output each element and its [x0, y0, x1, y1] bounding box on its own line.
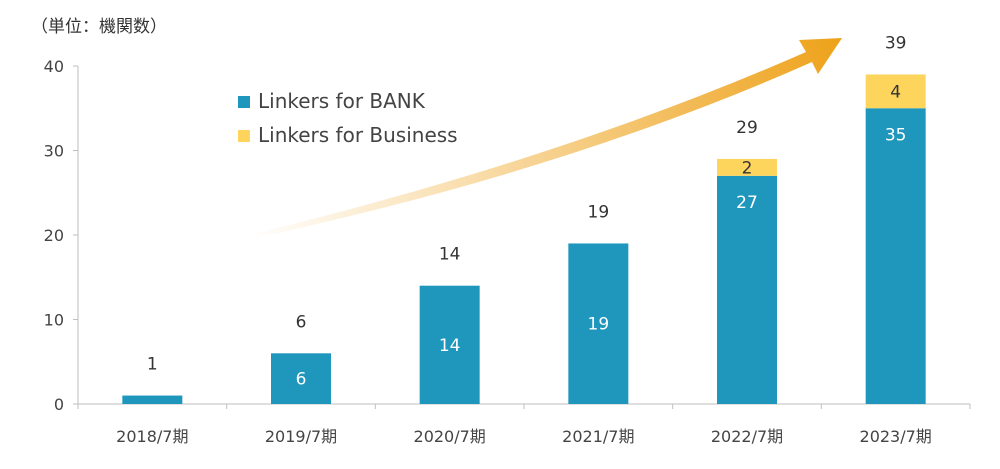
bar-linkers-for-bank: [568, 243, 629, 404]
y-tick-label: 10: [44, 311, 64, 330]
x-tick-label: 2018/7期: [116, 427, 188, 446]
data-label-bank: 35: [885, 125, 907, 145]
data-label-total: 6: [296, 312, 307, 332]
x-tick-label: 2020/7期: [414, 427, 486, 446]
data-label-bank: 14: [439, 336, 461, 356]
x-tick-label: 2022/7期: [711, 427, 783, 446]
data-label-bank: 19: [588, 315, 610, 335]
y-tick-label: 20: [44, 226, 64, 245]
legend-swatch-bank: [238, 96, 250, 108]
y-tick-label: 0: [54, 395, 64, 414]
data-label-business: 4: [890, 82, 901, 102]
data-label-total: 39: [885, 33, 907, 53]
y-tick-label: 30: [44, 142, 64, 161]
data-label-business: 2: [742, 158, 753, 178]
data-label-bank: 6: [296, 370, 307, 390]
bar-linkers-for-bank: [122, 395, 183, 404]
legend-label-bank: Linkers for BANK: [258, 89, 426, 113]
data-label-total: 1: [147, 355, 158, 375]
bar-linkers-for-business: [865, 74, 926, 109]
y-tick-label: 40: [44, 57, 64, 76]
legend-label-business: Linkers for Business: [258, 123, 458, 147]
data-label-bank: 27: [736, 193, 758, 213]
data-label-total: 19: [588, 202, 610, 222]
x-tick-label: 2023/7期: [860, 427, 932, 446]
bar-linkers-for-bank: [865, 108, 926, 404]
legend-swatch-business: [238, 130, 250, 142]
x-tick-label: 2021/7期: [562, 427, 634, 446]
bar-linkers-for-bank: [717, 175, 777, 404]
bar-linkers-for-bank: [419, 285, 480, 404]
unit-label: （単位：機関数）: [31, 17, 167, 37]
bar-linkers-for-business: [717, 158, 777, 176]
bar-linkers-for-bank: [271, 353, 331, 404]
x-tick-label: 2019/7期: [265, 427, 337, 446]
data-label-total: 14: [439, 245, 461, 265]
data-label-total: 29: [736, 118, 758, 138]
